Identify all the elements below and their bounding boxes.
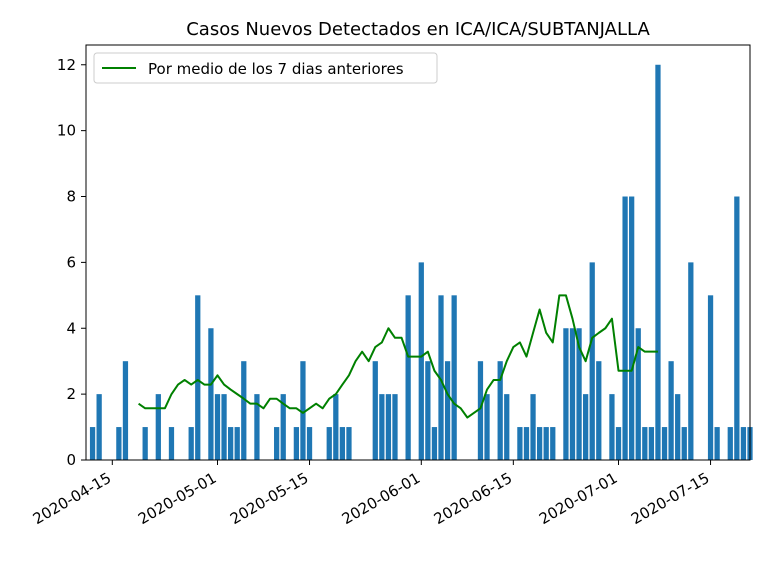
bar — [523, 427, 530, 460]
bar — [418, 262, 424, 460]
bar-group — [89, 64, 753, 460]
bar — [576, 328, 582, 460]
moving-average-line — [138, 294, 658, 419]
legend-box — [93, 52, 438, 84]
bar — [668, 361, 674, 460]
bar — [707, 295, 714, 460]
bar — [221, 394, 227, 460]
bar — [385, 394, 392, 460]
bar — [155, 394, 161, 460]
bar — [648, 427, 655, 460]
bar — [655, 64, 661, 460]
bar — [622, 196, 628, 460]
bar — [274, 427, 280, 460]
bar — [497, 361, 503, 460]
bar — [714, 427, 720, 460]
bar — [635, 328, 641, 460]
bar — [195, 295, 201, 460]
y-tick-label: 4 — [66, 319, 76, 337]
bar — [569, 328, 576, 460]
line-group — [138, 294, 658, 419]
bar — [214, 394, 221, 460]
y-tick-label: 0 — [66, 451, 76, 469]
bar — [444, 361, 451, 460]
bar — [477, 361, 484, 460]
y-tick-label: 10 — [57, 122, 76, 140]
bar — [372, 361, 378, 460]
bar — [346, 427, 352, 460]
bar — [208, 328, 214, 460]
bar — [550, 427, 556, 460]
bar — [530, 394, 536, 460]
bar — [425, 361, 431, 460]
bar — [280, 394, 286, 460]
bar — [122, 361, 129, 460]
bar — [727, 427, 733, 460]
y-tick-label: 12 — [57, 56, 76, 74]
bar — [583, 394, 589, 460]
bar — [142, 427, 148, 460]
bar — [451, 295, 457, 460]
bar — [609, 394, 615, 460]
bar — [168, 427, 175, 460]
bar — [484, 394, 490, 460]
bar — [234, 427, 240, 460]
chart-title: Casos Nuevos Detectados en ICA/ICA/SUBTA… — [186, 19, 650, 40]
bar — [405, 295, 411, 460]
legend: Por medio de los 7 dias anteriores — [93, 52, 438, 84]
bar — [96, 394, 102, 460]
bar — [228, 427, 234, 460]
bar — [615, 427, 622, 460]
bar — [254, 394, 260, 460]
bar — [740, 427, 747, 460]
bar — [504, 394, 510, 460]
bar — [333, 394, 339, 460]
bar — [517, 427, 523, 460]
bar — [688, 262, 694, 460]
bar — [681, 427, 687, 460]
plot-frame — [85, 44, 751, 461]
bar — [339, 427, 346, 460]
bar — [734, 196, 740, 460]
bar — [438, 295, 444, 460]
bar — [300, 361, 306, 460]
bar — [188, 427, 194, 460]
legend-label: Por medio de los 7 dias anteriores — [148, 60, 404, 78]
bar — [392, 394, 398, 460]
bar — [661, 427, 668, 460]
bar — [589, 262, 595, 460]
bar — [642, 427, 648, 460]
bar — [326, 427, 332, 460]
bar — [629, 196, 635, 460]
bar — [431, 427, 438, 460]
bar — [241, 361, 247, 460]
bar — [536, 427, 543, 460]
bar — [675, 394, 681, 460]
bar — [563, 328, 569, 460]
bar — [89, 427, 96, 460]
y-tick-label: 2 — [66, 385, 76, 403]
bar — [543, 427, 549, 460]
y-tick-label: 6 — [66, 253, 76, 271]
y-tick-label: 8 — [66, 188, 76, 206]
bar — [116, 427, 122, 460]
bar — [596, 361, 602, 460]
bar — [306, 427, 313, 460]
bar — [379, 394, 385, 460]
bar — [293, 427, 300, 460]
y-axis: 0 2 4 6 8 10 12 — [57, 56, 86, 469]
